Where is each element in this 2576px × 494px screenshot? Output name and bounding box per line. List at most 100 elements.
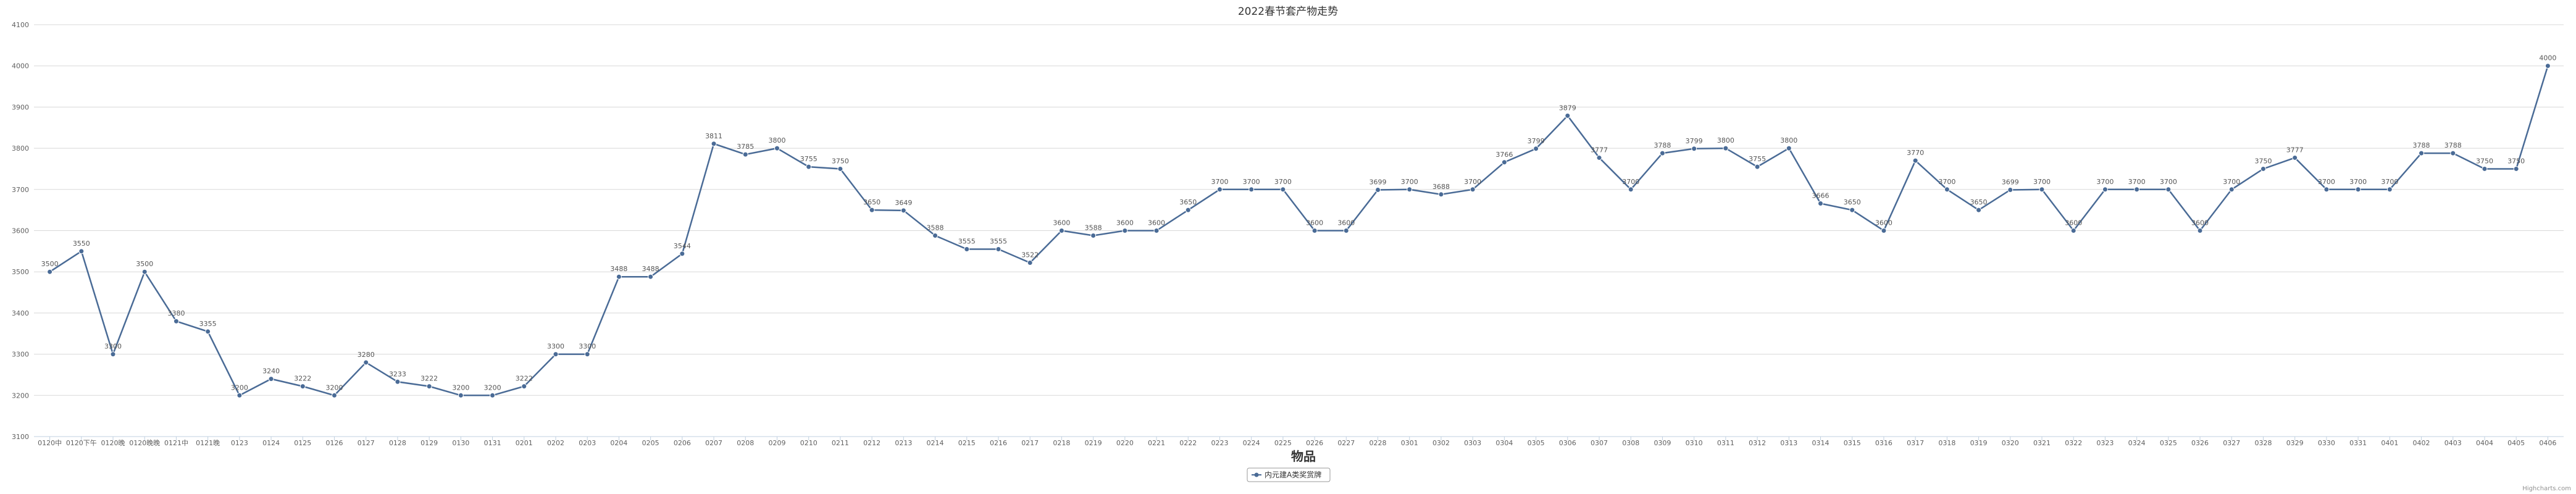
x-axis-ticks: 0120中 0120下午 0120晚 0120晚晚 0121中 0121晚 0123 0124… <box>34 436 2564 447</box>
data-label: 3555 <box>990 238 1007 246</box>
data-label: 3240 <box>262 367 280 375</box>
x-tick-label: 0217 <box>1021 439 1039 447</box>
data-point <box>584 351 590 358</box>
x-tick-label: 0225 <box>1274 439 1292 447</box>
data-label: 3600 <box>1875 219 1892 227</box>
data-point <box>1375 186 1381 193</box>
data-point <box>2545 63 2551 69</box>
x-tick-label: 0206 <box>674 439 691 447</box>
data-point <box>2260 165 2266 172</box>
x-tick-label: 0126 <box>326 439 343 447</box>
data-label: 3280 <box>358 351 375 359</box>
data-label: 3666 <box>1812 191 1830 199</box>
x-tick-label: 0326 <box>2191 439 2209 447</box>
x-tick-label: 0303 <box>1464 439 1481 447</box>
data-point <box>1185 207 1191 213</box>
data-point <box>964 246 970 253</box>
data-label: 3222 <box>420 375 438 383</box>
data-label: 3750 <box>2254 157 2272 165</box>
data-point <box>1786 145 1792 151</box>
data-point <box>2482 165 2488 172</box>
x-tick-label: 0320 <box>2002 439 2019 447</box>
data-label: 3700 <box>2381 178 2398 186</box>
data-point <box>426 383 432 390</box>
x-tick-label: 0314 <box>1812 439 1830 447</box>
x-tick-label: 0311 <box>1717 439 1734 447</box>
data-label: 4000 <box>2539 54 2556 62</box>
x-tick-label: 0228 <box>1370 439 1387 447</box>
data-label: 3488 <box>610 265 627 273</box>
legend-box <box>1247 467 1331 482</box>
data-point <box>995 246 1002 253</box>
credits-link[interactable]: Highcharts.com <box>2522 485 2571 492</box>
data-label: 3600 <box>1306 219 1323 227</box>
data-point <box>1407 186 1413 193</box>
grid-lines <box>34 24 2564 437</box>
legend-item-label[interactable]: 内元建A类奖赏牌 <box>1265 471 1321 479</box>
data-point <box>1691 146 1697 152</box>
data-label: 3222 <box>294 375 311 383</box>
data-point <box>2323 186 2330 193</box>
data-point <box>1754 164 1760 170</box>
x-tick-label: 0221 <box>1148 439 1165 447</box>
data-point <box>679 251 685 257</box>
data-point <box>1311 228 1318 233</box>
x-tick-label: 0127 <box>358 439 375 447</box>
data-point <box>1090 233 1097 239</box>
data-point <box>1470 186 1476 193</box>
x-tick-label: 0120中 <box>38 439 62 447</box>
y-tick-label: 3200 <box>12 391 29 400</box>
legend-swatch-marker <box>1254 472 1259 477</box>
x-tick-label: 0202 <box>547 439 564 447</box>
data-point <box>1501 159 1507 165</box>
data-point <box>2513 165 2519 172</box>
legend[interactable]: 内元建A类奖赏牌 <box>1247 467 1331 482</box>
data-point <box>2355 186 2361 193</box>
data-point <box>1280 186 1286 193</box>
data-point <box>395 379 401 385</box>
data-label: 3750 <box>2507 157 2525 165</box>
x-tick-label: 0218 <box>1053 439 1070 447</box>
x-tick-label: 0319 <box>1970 439 1988 447</box>
data-point <box>110 351 116 358</box>
data-label: 3799 <box>1686 137 1703 145</box>
data-label: 3700 <box>1211 178 1228 186</box>
data-label: 3650 <box>1970 198 1988 206</box>
data-label: 3700 <box>1401 178 1418 186</box>
x-tick-label: 0302 <box>1432 439 1450 447</box>
data-point <box>1565 112 1571 119</box>
data-label: 3700 <box>2223 178 2240 186</box>
x-tick-label: 0330 <box>2318 439 2335 447</box>
data-point <box>1248 186 1255 193</box>
data-label: 3200 <box>484 383 501 391</box>
data-label: 3700 <box>2128 178 2146 186</box>
x-tick-label: 0120下午 <box>66 439 97 447</box>
data-point <box>932 233 939 239</box>
data-point <box>616 274 622 280</box>
x-tick-label: 0209 <box>768 439 785 447</box>
x-tick-label: 0131 <box>484 439 501 447</box>
data-point <box>521 383 527 390</box>
data-label: 3200 <box>231 383 248 391</box>
data-point <box>2292 154 2298 161</box>
x-tick-label: 0329 <box>2286 439 2304 447</box>
data-point <box>553 351 559 358</box>
data-point <box>2386 186 2393 193</box>
data-point <box>47 269 53 275</box>
x-tick-label: 0308 <box>1622 439 1639 447</box>
x-tick-label: 0220 <box>1116 439 1134 447</box>
data-label: 3200 <box>452 383 469 391</box>
data-label: 3233 <box>389 370 406 378</box>
data-label: 3550 <box>73 240 90 248</box>
data-point <box>1058 228 1064 233</box>
y-tick-label: 3300 <box>12 351 29 359</box>
data-label: 3799 <box>1528 137 1545 145</box>
data-label: 3766 <box>1495 151 1513 159</box>
x-tick-label: 0301 <box>1401 439 1418 447</box>
data-point <box>1343 228 1349 233</box>
data-point <box>1849 207 1855 213</box>
x-tick-label: 0219 <box>1085 439 1102 447</box>
data-point <box>332 392 338 398</box>
data-point <box>1659 150 1665 156</box>
data-point <box>2007 186 2014 193</box>
